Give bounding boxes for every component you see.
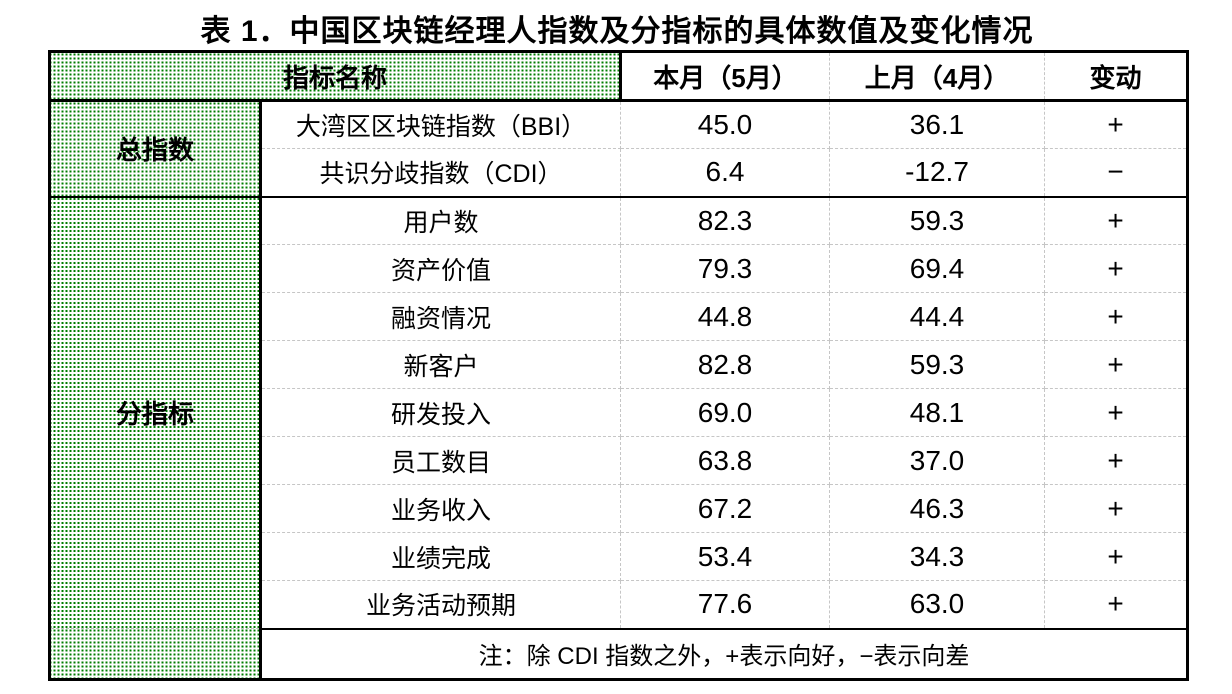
current-value-cell: 45.0 (620, 100, 830, 149)
section-label-sub-indicators: 分指标 (49, 195, 262, 629)
table-row: 业务收入 67.2 46.3 + (50, 484, 1188, 533)
section-label-total-index: 总指数 (49, 100, 262, 197)
indicator-name-cell: 大湾区区块链指数（BBI） (260, 100, 621, 149)
current-value-cell: 77.6 (620, 580, 830, 629)
header-current-month-cell: 本月（5月） (620, 51, 830, 102)
current-value-cell: 6.4 (620, 148, 830, 197)
indicator-name-cell: 研发投入 (260, 388, 621, 437)
indicator-name-cell: 新客户 (260, 340, 621, 389)
table-title: 表 1．中国区块链经理人指数及分指标的具体数值及变化情况 (200, 15, 1034, 48)
indicator-name-cell: 员工数目 (260, 436, 621, 485)
previous-value-cell: 59.3 (829, 340, 1045, 389)
previous-value-cell: 59.3 (829, 195, 1045, 245)
current-value-cell: 67.2 (620, 484, 830, 533)
current-value-cell: 69.0 (620, 388, 830, 437)
previous-value-cell: 63.0 (829, 580, 1045, 629)
indicator-name-cell: 业务活动预期 (260, 580, 621, 629)
change-cell: + (1044, 195, 1188, 245)
header-change-cell: 变动 (1044, 51, 1188, 102)
indicator-name-cell: 用户数 (260, 195, 621, 245)
indicator-name-cell: 业绩完成 (260, 532, 621, 581)
change-cell: + (1044, 436, 1188, 485)
previous-value-cell: 46.3 (829, 484, 1045, 533)
change-cell: + (1044, 388, 1188, 437)
change-cell: + (1044, 484, 1188, 533)
change-cell: + (1044, 532, 1188, 581)
table-row: 业绩完成 53.4 34.3 + (50, 532, 1188, 581)
table-row: 研发投入 69.0 48.1 + (50, 388, 1188, 437)
table-row: 总指数 大湾区区块链指数（BBI） 45.0 36.1 + (49, 100, 1188, 197)
current-value-cell: 82.3 (620, 195, 830, 245)
header-previous-month-cell: 上月（4月） (829, 51, 1045, 102)
change-cell: + (1044, 100, 1188, 149)
change-cell: + (1044, 340, 1188, 389)
header-indicator-cell: 指标名称 (49, 51, 622, 102)
previous-value-cell: 69.4 (829, 244, 1045, 293)
current-value-cell: 79.3 (620, 244, 830, 293)
table-row: 新客户 82.8 59.3 + (50, 340, 1188, 389)
table-row: 业务活动预期 77.6 63.0 + (50, 580, 1188, 629)
current-value-cell: 53.4 (620, 532, 830, 581)
current-value-cell: 82.8 (620, 340, 830, 389)
change-cell: + (1044, 244, 1188, 293)
indicator-name-cell: 业务收入 (260, 484, 621, 533)
change-cell: − (1044, 148, 1188, 197)
current-value-cell: 44.8 (620, 292, 830, 341)
previous-value-cell: -12.7 (829, 148, 1045, 197)
table-row: 融资情况 44.8 44.4 + (50, 292, 1188, 341)
current-value-cell: 63.8 (620, 436, 830, 485)
change-cell: + (1044, 292, 1188, 341)
indicator-name-cell: 资产价值 (260, 244, 621, 293)
index-table: 指标名称 本月（5月） 上月（4月） 变动 总指数 大湾区区块链指数（BBI） … (48, 50, 1189, 681)
indicator-name-cell: 共识分歧指数（CDI） (260, 148, 621, 197)
previous-value-cell: 37.0 (829, 436, 1045, 485)
indicator-name-cell: 融资情况 (260, 292, 621, 341)
previous-value-cell: 36.1 (829, 100, 1045, 149)
header-row: 指标名称 本月（5月） 上月（4月） 变动 (49, 51, 1188, 102)
previous-value-cell: 48.1 (829, 388, 1045, 437)
previous-value-cell: 44.4 (829, 292, 1045, 341)
table-row: 分指标 用户数 82.3 59.3 + (49, 195, 1188, 629)
note-left-green-cell (49, 628, 262, 680)
previous-value-cell: 34.3 (829, 532, 1045, 581)
change-cell: + (1044, 580, 1188, 629)
note-cell: 注：除 CDI 指数之外，+表示向好，−表示向差 (260, 627, 1188, 680)
note-row: 注：除 CDI 指数之外，+表示向好，−表示向差 (49, 627, 1188, 680)
